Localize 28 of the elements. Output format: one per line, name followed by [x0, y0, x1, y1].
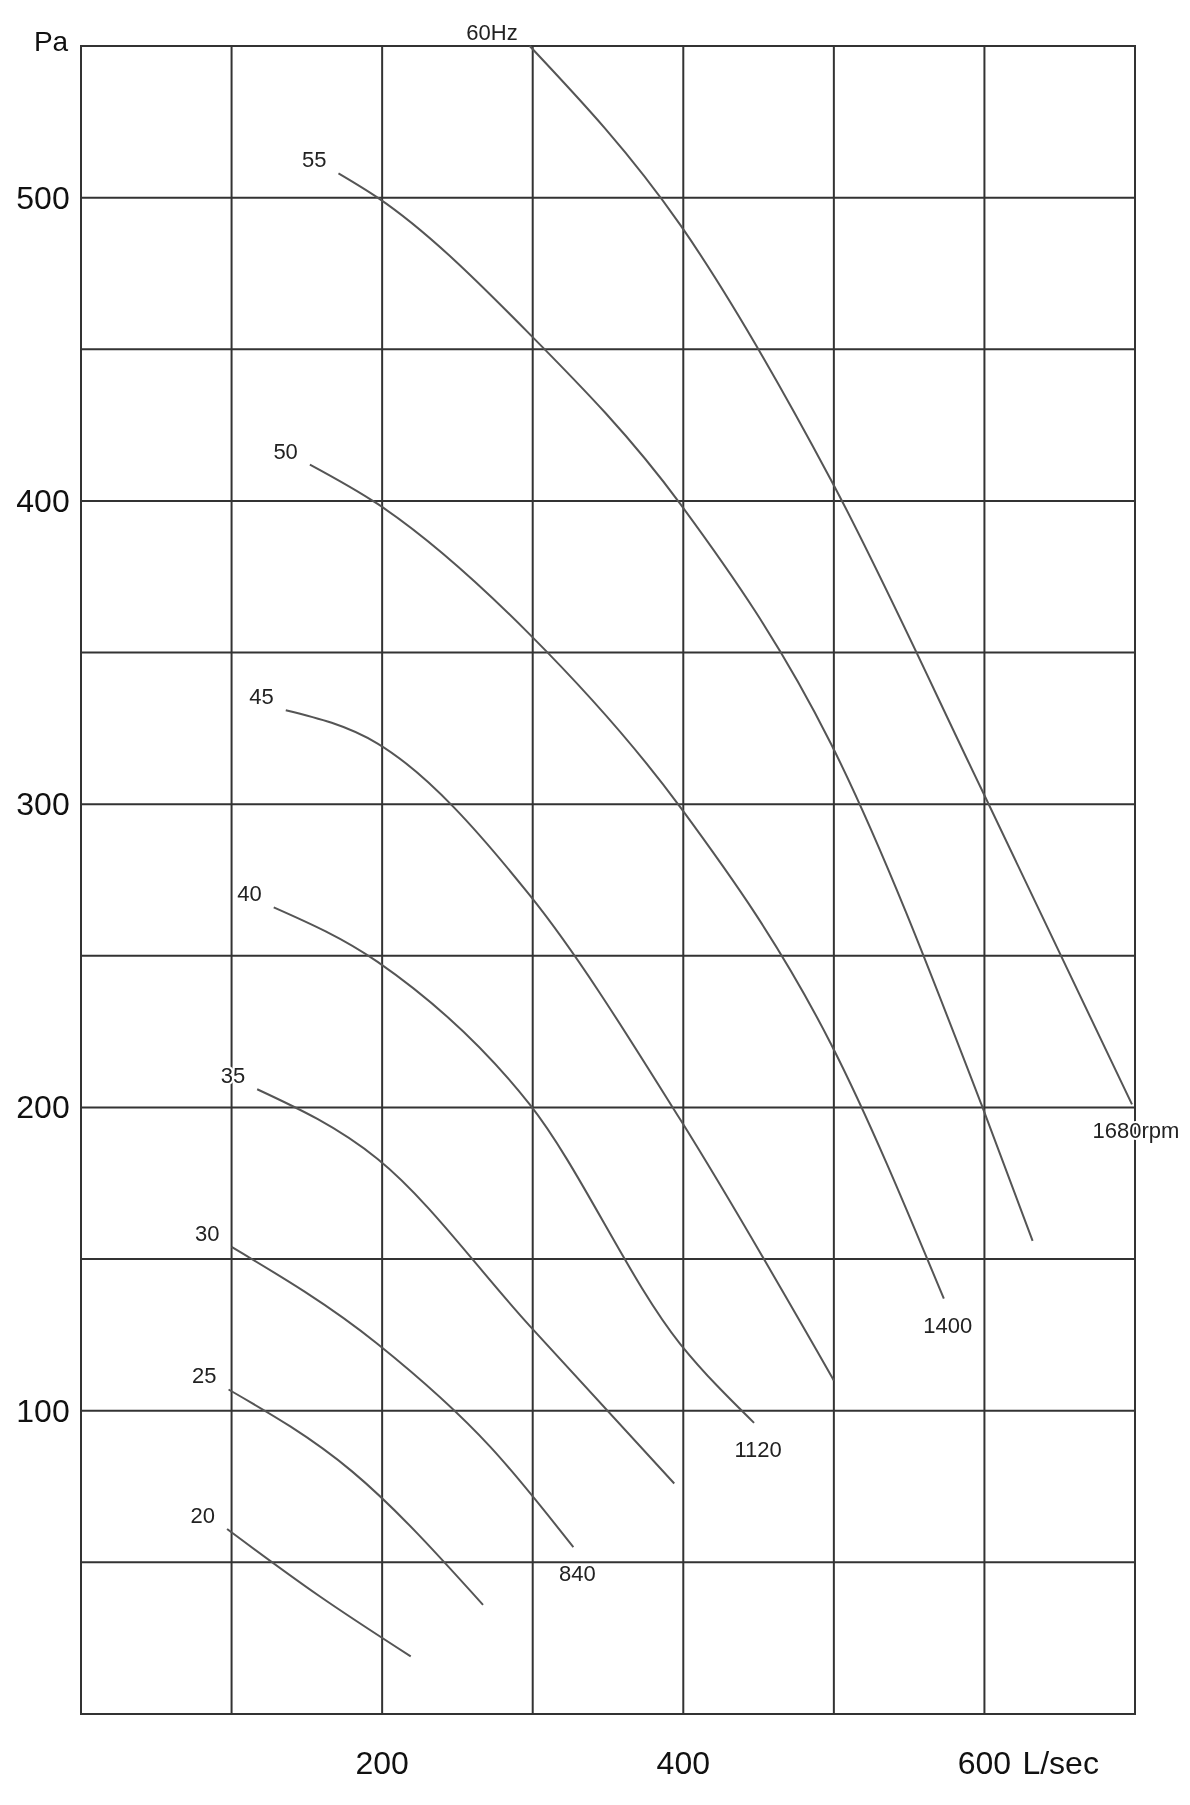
series-label: 50 — [273, 438, 298, 464]
series-label: 25 — [192, 1363, 217, 1389]
series-label: 40 — [237, 881, 262, 907]
series-label: 30 — [195, 1220, 220, 1246]
y-tick-label: 400 — [16, 482, 70, 519]
x-axis-title: L/sec — [1022, 1745, 1099, 1781]
line-series — [308, 463, 945, 1300]
line-series — [256, 1088, 676, 1485]
line-series — [528, 45, 1133, 1106]
series-label: 20 — [190, 1503, 216, 1528]
y-tick-label: 200 — [16, 1089, 70, 1126]
y-axis-title: Pa — [33, 26, 69, 57]
line-series — [337, 172, 1034, 1242]
annotation: 1120 — [734, 1436, 782, 1462]
annotation: 1400 — [923, 1312, 973, 1338]
line-series — [284, 709, 835, 1382]
y-tick-label: 500 — [16, 179, 70, 216]
annotation: 840 — [559, 1561, 596, 1587]
x-tick-label: 400 — [656, 1745, 710, 1781]
x-tick-label: 600 — [957, 1745, 1012, 1781]
series-label: 45 — [249, 684, 274, 710]
line-series — [272, 906, 756, 1424]
series-label: 60Hz — [466, 20, 518, 45]
x-tick-label: 200 — [355, 1745, 409, 1781]
series-label: 55 — [301, 147, 327, 173]
line-series — [230, 1245, 575, 1549]
y-tick-label: 300 — [16, 786, 70, 823]
y-tick-label: 100 — [16, 1392, 70, 1429]
